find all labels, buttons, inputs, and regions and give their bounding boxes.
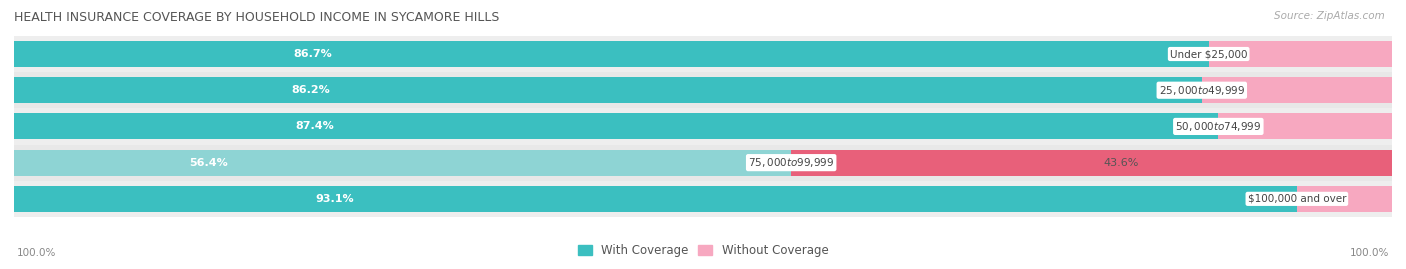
Text: Source: ZipAtlas.com: Source: ZipAtlas.com <box>1274 11 1385 21</box>
Text: 86.7%: 86.7% <box>294 49 332 59</box>
Bar <box>14 114 1219 139</box>
Bar <box>1219 114 1392 139</box>
Text: 100.0%: 100.0% <box>17 248 56 258</box>
Bar <box>14 181 1392 217</box>
Text: 100.0%: 100.0% <box>1350 248 1389 258</box>
Text: $25,000 to $49,999: $25,000 to $49,999 <box>1159 84 1244 97</box>
Bar <box>14 36 1392 72</box>
Text: 93.1%: 93.1% <box>315 194 354 204</box>
Text: HEALTH INSURANCE COVERAGE BY HOUSEHOLD INCOME IN SYCAMORE HILLS: HEALTH INSURANCE COVERAGE BY HOUSEHOLD I… <box>14 11 499 24</box>
Bar <box>14 41 1209 67</box>
Bar <box>14 77 1202 103</box>
Legend: With Coverage, Without Coverage: With Coverage, Without Coverage <box>572 239 834 262</box>
Text: 87.4%: 87.4% <box>295 121 335 132</box>
Text: 56.4%: 56.4% <box>188 158 228 168</box>
Text: $50,000 to $74,999: $50,000 to $74,999 <box>1175 120 1261 133</box>
Bar <box>792 150 1392 176</box>
Text: $75,000 to $99,999: $75,000 to $99,999 <box>748 156 834 169</box>
Text: 86.2%: 86.2% <box>291 85 330 95</box>
Bar <box>1202 77 1392 103</box>
Bar <box>14 72 1392 108</box>
Bar <box>1296 186 1392 212</box>
Bar <box>14 150 792 176</box>
Bar <box>1209 41 1392 67</box>
Text: 43.6%: 43.6% <box>1104 158 1139 168</box>
Text: $100,000 and over: $100,000 and over <box>1247 194 1346 204</box>
Bar <box>14 144 1392 181</box>
Bar <box>14 108 1392 144</box>
Bar <box>14 186 1296 212</box>
Text: Under $25,000: Under $25,000 <box>1170 49 1247 59</box>
